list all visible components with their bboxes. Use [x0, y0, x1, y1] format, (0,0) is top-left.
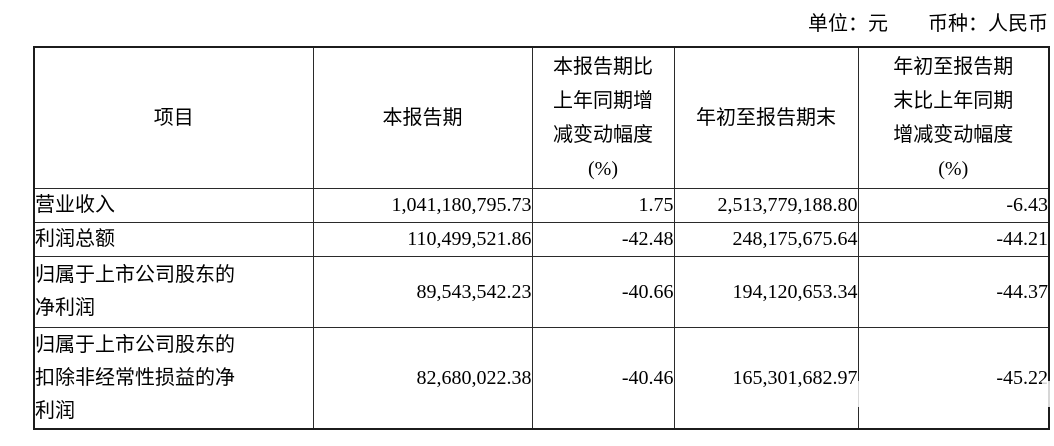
column-header-ytd-change: 年初至报告期 末比上年同期 增减变动幅度 (%): [857, 46, 1050, 189]
table-row-total-profit: 利润总额 110,499,521.86 -42.48 248,175,675.6…: [33, 222, 1050, 257]
ytd-change-value: -6.43: [857, 188, 1050, 223]
row-label: 归属于上市公司股东的 扣除非经常性损益的净 利润: [33, 327, 314, 430]
current-change-value: -42.48: [531, 222, 675, 257]
column-header-ytd: 年初至报告期末: [673, 46, 859, 189]
current-period-value: 89,543,542.23: [312, 256, 533, 328]
ytd-value: 248,175,675.64: [673, 222, 859, 257]
table-row-net-profit: 归属于上市公司股东的 净利润 89,543,542.23 -40.66 194,…: [33, 256, 1050, 328]
current-change-value: 1.75: [531, 188, 675, 223]
row-label: 利润总额: [33, 222, 314, 257]
table-row-net-profit-excl-nonrecurring: 归属于上市公司股东的 扣除非经常性损益的净 利润 82,680,022.38 -…: [33, 327, 1050, 430]
column-header-current-change: 本报告期比 上年同期增 减变动幅度 (%): [531, 46, 675, 189]
row-label: 归属于上市公司股东的 净利润: [33, 256, 314, 328]
ytd-change-value: -45.22: [857, 327, 1050, 430]
current-period-value: 1,041,180,795.73: [312, 188, 533, 223]
ytd-value: 165,301,682.97: [673, 327, 859, 430]
financial-summary-table: 项目 本报告期 本报告期比 上年同期增 减变动幅度 (%) 年初至报告期末 年初…: [33, 46, 1050, 430]
current-change-value: -40.66: [531, 256, 675, 328]
ytd-change-value: -44.21: [857, 222, 1050, 257]
ytd-value: 2,513,779,188.80: [673, 188, 859, 223]
row-label: 营业收入: [33, 188, 314, 223]
unit-currency-label: 单位：元 币种：人民币: [808, 13, 1048, 35]
table-row-revenue: 营业收入 1,041,180,795.73 1.75 2,513,779,188…: [33, 188, 1050, 223]
ytd-value: 194,120,653.34: [673, 256, 859, 328]
ytd-change-value: -44.37: [857, 256, 1050, 328]
column-header-item: 项目: [33, 46, 314, 189]
table-header-row: 项目 本报告期 本报告期比 上年同期增 减变动幅度 (%) 年初至报告期末 年初…: [33, 46, 1050, 189]
column-header-current-period: 本报告期: [312, 46, 533, 189]
current-change-value: -40.46: [531, 327, 675, 430]
current-period-value: 110,499,521.86: [312, 222, 533, 257]
current-period-value: 82,680,022.38: [312, 327, 533, 430]
